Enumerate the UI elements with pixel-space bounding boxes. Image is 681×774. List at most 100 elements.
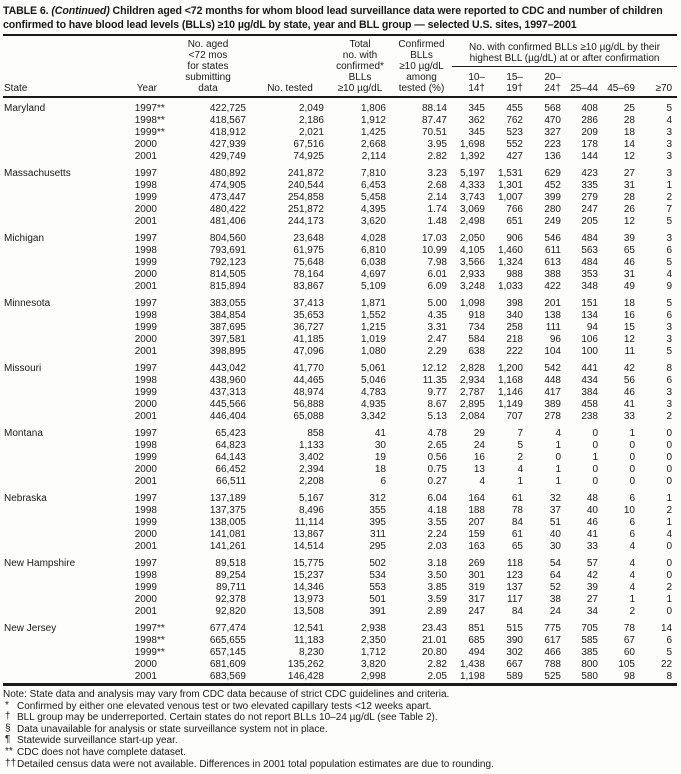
- state-name-cell: [3, 180, 115, 192]
- confirmed-pct-cell: 2.82: [427, 659, 447, 670]
- confirmed-pct-cell: 4.78: [427, 428, 447, 439]
- state-group: Missouri 1997 443,042 41,770 5,061 12.12 2,828…: [3, 358, 677, 423]
- bll-45-69-cell: 10: [623, 505, 635, 516]
- confirmed-total-cell: 1,712: [360, 647, 386, 658]
- bll-70plus-cell: 3: [666, 233, 673, 244]
- table-title: TABLE 6. (Continued) Children aged <72 m…: [3, 5, 677, 32]
- bll-15-19-cell: 1,200: [497, 363, 523, 374]
- bll-45-69-cell: 28: [623, 192, 635, 203]
- bll-45-69-cell: 1: [629, 594, 635, 605]
- state-name-cell: [3, 582, 115, 594]
- year-cell: 2000: [134, 529, 157, 540]
- year-cell: 2000: [134, 464, 157, 475]
- bll-15-19-cell: 515: [506, 623, 523, 634]
- population-cell: 418,912: [209, 127, 246, 138]
- confirmed-pct-cell: 12.12: [421, 363, 447, 374]
- bll-70plus-cell: 3: [666, 399, 673, 410]
- table-row: 1998 89,254 15,237 534 3.50 301 123 64 42 4 0: [3, 570, 677, 582]
- confirmed-total-cell: 502: [369, 558, 386, 569]
- confirmed-total-cell: 295: [369, 541, 386, 552]
- bll-25-44-cell: 48: [586, 493, 598, 504]
- bll-15-19-cell: 390: [506, 635, 523, 646]
- bll-20-24-cell: 568: [544, 103, 561, 114]
- bll-70plus-cell: 1: [666, 517, 673, 528]
- confirmed-total-cell: 1,019: [360, 334, 386, 345]
- population-cell: 657,145: [209, 647, 246, 658]
- bll-45-69-cell: 78: [623, 623, 635, 634]
- table-row: 2001 683,569 146,428 2,998 2.05 1,198 589 525 58…: [3, 671, 677, 685]
- confirmed-total-cell: 4,935: [360, 399, 386, 410]
- confirmed-total-cell: 1,912: [360, 115, 386, 126]
- state-name-cell: [3, 671, 115, 685]
- confirmed-total-cell: 5,458: [360, 192, 386, 203]
- bll-10-14-cell: 2,934: [459, 375, 485, 386]
- bll-70plus-cell: 2: [666, 505, 673, 516]
- state-name-cell: New Hampshire: [4, 558, 76, 569]
- confirmed-pct-cell: 0.75: [427, 464, 447, 475]
- tested-cell: 67,516: [293, 139, 324, 150]
- table-row: 1998** 665,655 11,183 2,350 21.01 685 390 617 58…: [3, 635, 677, 647]
- bll-45-69-cell: 56: [623, 375, 635, 386]
- population-cell: 804,560: [209, 233, 246, 244]
- bll-45-69-cell: 12: [623, 334, 635, 345]
- bll-70plus-cell: 6: [666, 635, 673, 646]
- bll-45-69-cell: 65: [623, 245, 635, 256]
- confirmed-pct-cell: 20.80: [421, 647, 447, 658]
- table-row: 1999 473,447 254,858 5,458 2.14 3,743 1,007 399…: [3, 192, 677, 204]
- bll-45-69-cell: 4: [629, 582, 635, 593]
- bll-25-44-cell: 580: [581, 671, 598, 682]
- bll-20-24-cell: 280: [544, 204, 561, 215]
- bll-15-19-cell: 84: [511, 606, 523, 617]
- year-cell: 1997**: [134, 103, 165, 114]
- bll-70plus-cell: 5: [666, 216, 673, 227]
- state-name-cell: [3, 464, 115, 476]
- bll-15-19-cell: 1,460: [497, 245, 523, 256]
- bll-15-19-cell: 766: [506, 204, 523, 215]
- table-row: Montana 1997 65,423 858 41 4.78 29 7 4 0 1 0: [3, 423, 677, 440]
- bll-20-24-cell: 788: [544, 659, 561, 670]
- table-header: State Year No. aged <72 mos for states s…: [3, 35, 678, 97]
- table-row: New Hampshire 1997 89,518 15,775 502 3.18 269 1…: [3, 553, 677, 570]
- confirmed-total-cell: 6,038: [360, 257, 386, 268]
- bll-25-44-cell: 1: [592, 452, 598, 463]
- tested-cell: 11,114: [294, 517, 324, 528]
- bll-25-44-cell: 705: [581, 623, 598, 634]
- table-row: Massachusetts 1997 480,892 241,872 7,810 3.23…: [3, 163, 677, 180]
- year-cell: 1998**: [134, 115, 165, 126]
- col-header-total-confirmed: Total no. with confirmed* BLLs ≥10 µg/dL: [336, 39, 384, 94]
- population-cell: 387,695: [209, 322, 246, 333]
- bll-10-14-cell: 584: [468, 334, 485, 345]
- bll-25-44-cell: 178: [581, 139, 598, 150]
- col-header-population: No. aged <72 mos for states submitting d…: [185, 39, 231, 94]
- year-cell: 1998: [134, 505, 157, 516]
- bll-45-69-cell: 15: [623, 322, 635, 333]
- confirmed-pct-cell: 4.18: [427, 505, 447, 516]
- bll-10-14-cell: 164: [468, 493, 485, 504]
- bll-25-44-cell: 484: [581, 233, 598, 244]
- tested-cell: 240,544: [287, 180, 324, 191]
- confirmed-total-cell: 1,806: [360, 103, 386, 114]
- bll-25-44-cell: 348: [581, 281, 598, 292]
- population-cell: 66,511: [216, 476, 246, 487]
- population-cell: 138,005: [209, 517, 246, 528]
- bll-15-19-cell: 222: [506, 346, 523, 357]
- confirmed-pct-cell: 2.29: [427, 346, 447, 357]
- bll-70plus-cell: 0: [666, 606, 673, 617]
- state-name-cell: [3, 346, 115, 358]
- population-cell: 481,406: [209, 216, 246, 227]
- bll-45-69-cell: 49: [623, 281, 635, 292]
- table-row: 1999 792,123 75,648 6,038 7.98 3,566 1,324 613 4…: [3, 257, 677, 269]
- confirmed-total-cell: 19: [374, 452, 386, 463]
- bll-15-19-cell: 1,301: [497, 180, 523, 191]
- bll-25-44-cell: 0: [592, 428, 598, 439]
- col-header-pct-confirmed: Confirmed BLLs ≥10 µg/dL among tested (%…: [398, 39, 445, 94]
- table-row: 2000 814,505 78,164 4,697 6.01 2,933 988 388 353…: [3, 269, 677, 281]
- bll-15-19-cell: 218: [506, 334, 523, 345]
- bll-10-14-cell: 734: [468, 322, 485, 333]
- state-name-cell: [3, 269, 115, 281]
- confirmed-pct-cell: 87.47: [421, 115, 447, 126]
- bll-70plus-cell: 7: [666, 204, 673, 215]
- population-cell: 429,749: [209, 151, 246, 162]
- year-cell: 1999: [134, 582, 157, 593]
- bll-10-14-cell: 3,566: [459, 257, 485, 268]
